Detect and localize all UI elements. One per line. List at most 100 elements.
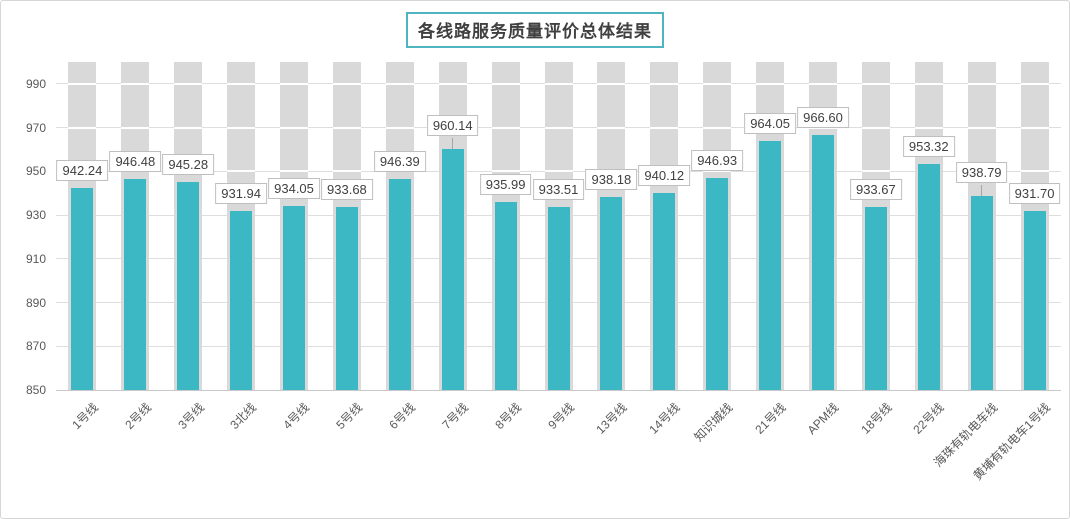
gridline-stripe: [597, 126, 626, 129]
x-axis-label: 6号线: [386, 400, 419, 433]
bar-1号线[interactable]: [71, 188, 94, 390]
bar-9号线[interactable]: [547, 207, 570, 390]
data-label[interactable]: 966.60: [797, 107, 849, 129]
bar-黄埔有轨电车1号线[interactable]: [1023, 211, 1046, 390]
y-axis-label: 870: [25, 339, 46, 354]
bar-知识城线[interactable]: [706, 178, 729, 390]
data-label[interactable]: 946.48: [109, 151, 162, 173]
data-label[interactable]: 960.14: [426, 115, 479, 137]
bar-13号线[interactable]: [600, 197, 623, 390]
bar-14号线[interactable]: [653, 192, 676, 390]
chart-title[interactable]: 各线路服务质量评价总体结果: [406, 12, 664, 48]
bar-21号线[interactable]: [759, 140, 782, 390]
gridline-stripe: [280, 82, 309, 85]
gridline-stripe: [491, 126, 520, 129]
x-axis-label: 9号线: [545, 400, 577, 433]
gridline-stripe: [227, 170, 256, 173]
data-label[interactable]: 933.68: [321, 179, 373, 201]
label-leader-line: [981, 184, 983, 196]
gridline-stripe: [174, 82, 203, 85]
data-label[interactable]: 946.93: [691, 150, 744, 172]
data-label[interactable]: 942.24: [56, 160, 109, 182]
gridline-stripe: [703, 170, 732, 173]
bar-6号线[interactable]: [388, 179, 411, 390]
bar-2号线[interactable]: [124, 179, 147, 390]
data-label[interactable]: 934.05: [268, 178, 320, 200]
data-label[interactable]: 946.39: [373, 151, 426, 173]
y-axis-label: 890: [25, 295, 46, 310]
data-label[interactable]: 931.70: [1008, 183, 1061, 205]
y-axis-label: 990: [25, 76, 46, 91]
gridline-stripe: [914, 82, 943, 85]
bar-8号线[interactable]: [494, 201, 517, 390]
gridline-stripe: [174, 126, 203, 129]
gridline-stripe: [332, 82, 361, 85]
gridline-stripe: [227, 82, 256, 85]
gridline-stripe: [861, 126, 890, 129]
gridline-stripe: [544, 82, 573, 85]
data-label[interactable]: 938.79: [955, 161, 1008, 183]
gridline-stripe: [650, 82, 679, 85]
data-label[interactable]: 938.18: [585, 169, 638, 191]
gridline-stripe: [68, 126, 97, 129]
bar-5号线[interactable]: [335, 207, 358, 390]
bar-3号线[interactable]: [177, 181, 200, 390]
gridline-stripe: [491, 82, 520, 85]
data-label[interactable]: 945.28: [162, 153, 215, 175]
data-label[interactable]: 940.12: [638, 164, 691, 186]
gridline-stripe: [967, 126, 996, 129]
x-axis-label: 8号线: [492, 400, 524, 433]
gridline-stripe: [280, 126, 309, 129]
x-axis-label: 知识城线: [691, 400, 736, 445]
bar-海珠有轨电车线[interactable]: [970, 195, 993, 390]
x-axis-label: 3北线: [227, 400, 260, 433]
data-label[interactable]: 933.67: [849, 179, 902, 201]
gridline-stripe: [544, 170, 573, 173]
bar-22号线[interactable]: [917, 164, 940, 390]
x-axis-label: 13号线: [593, 400, 630, 437]
gridline-stripe: [332, 170, 361, 173]
gridline-stripe: [385, 126, 414, 129]
y-axis-label: 930: [25, 208, 46, 223]
y-axis-label: 970: [25, 120, 46, 135]
gridline-stripe: [332, 126, 361, 129]
gridline-stripe: [1020, 170, 1049, 173]
y-axis-label: 910: [25, 251, 46, 266]
data-label[interactable]: 935.99: [479, 173, 532, 195]
gridline: [56, 389, 1061, 391]
bar-7号线[interactable]: [441, 149, 464, 390]
x-axis-label: APM线: [804, 400, 842, 438]
bar-18号线[interactable]: [864, 207, 887, 390]
x-axis-label: 18号线: [857, 400, 895, 437]
y-axis-label: 850: [25, 383, 46, 397]
gridline-stripe: [280, 170, 309, 173]
bar-3北线[interactable]: [230, 210, 253, 390]
gridline-stripe: [861, 170, 890, 173]
data-label[interactable]: 953.32: [902, 136, 955, 158]
gridline-stripe: [121, 82, 150, 85]
x-axis-label: 7号线: [439, 400, 472, 433]
x-axis-label: 1号线: [69, 400, 101, 433]
gridline-stripe: [227, 126, 256, 129]
data-label[interactable]: 931.94: [215, 182, 268, 204]
gridline-stripe: [491, 170, 520, 173]
x-axis-label: 2号线: [122, 400, 154, 433]
gridline-stripe: [385, 82, 414, 85]
gridline-stripe: [1020, 126, 1049, 129]
gridline-stripe: [121, 126, 150, 129]
bar-4号线[interactable]: [283, 206, 306, 390]
y-axis-label: 950: [25, 164, 46, 179]
gridline-stripe: [861, 82, 890, 85]
data-label[interactable]: 964.05: [744, 112, 796, 134]
gridline-stripe: [967, 82, 996, 85]
gridline-stripe: [703, 126, 732, 129]
x-axis-label: 21号线: [752, 400, 789, 437]
gridline-stripe: [438, 82, 467, 85]
bar-APM线[interactable]: [811, 135, 834, 390]
x-axis-label: 3号线: [174, 400, 207, 433]
x-axis-label: 22号线: [910, 400, 948, 437]
gridline-stripe: [544, 126, 573, 129]
data-label[interactable]: 933.51: [532, 179, 585, 201]
